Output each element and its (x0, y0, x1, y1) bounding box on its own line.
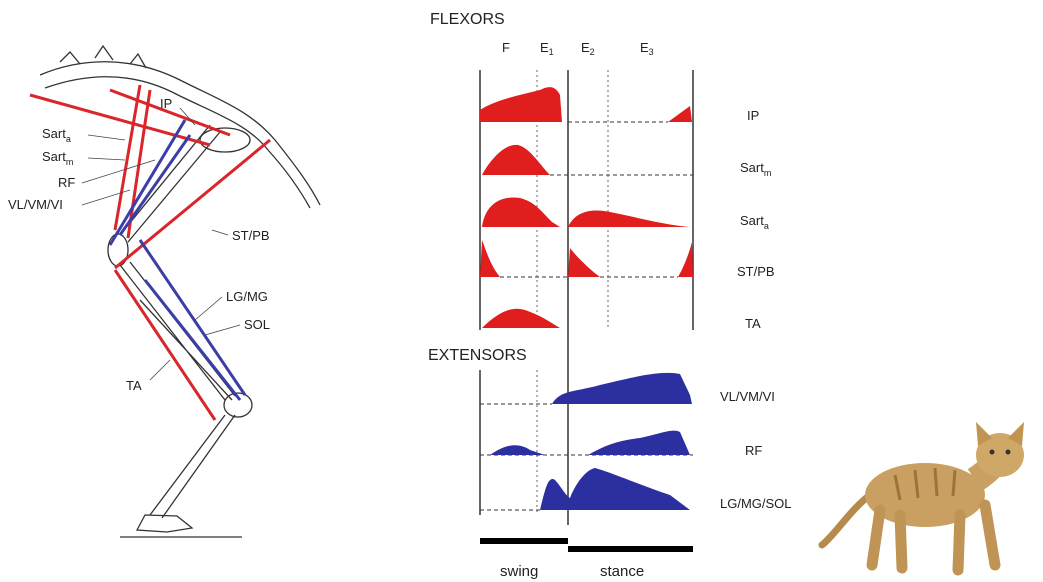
extensor-traces (490, 372, 692, 510)
stance-bar (568, 546, 693, 552)
phase-label: E1 (540, 40, 554, 57)
gait-bars: swing stance (480, 538, 693, 580)
skeleton-label: IP (160, 96, 172, 111)
emg-grid (479, 70, 694, 525)
skeleton-label: Sartm (42, 149, 73, 167)
muscle-label: IP (747, 108, 759, 123)
phase-labels: F E1 E2 E3 (502, 40, 654, 57)
skeleton-label: ST/PB (232, 228, 270, 243)
phase-label: E2 (581, 40, 595, 57)
muscle-lines (29, 84, 271, 421)
skeleton-labels: IP Sarta Sartm RF VL/VM/VI ST/PB LG/MG S… (8, 96, 270, 393)
cat-image (818, 422, 1024, 576)
skeleton-leaders (81, 107, 241, 381)
muscle-label: RF (745, 443, 762, 458)
skeleton-label: LG/MG (226, 289, 268, 304)
extensors-title: EXTENSORS (428, 347, 527, 364)
flexor-traces (480, 87, 693, 328)
muscle-label: VL/VM/VI (720, 389, 775, 404)
swing-bar (480, 538, 568, 544)
skeleton-label: VL/VM/VI (8, 197, 63, 212)
gait-label: stance (600, 563, 644, 580)
muscle-label: Sartm (740, 160, 771, 178)
muscle-label: LG/MG/SOL (720, 496, 792, 511)
skeleton-label: SOL (244, 317, 270, 332)
muscle-label: TA (745, 316, 761, 331)
muscle-label: ST/PB (737, 264, 775, 279)
skeleton-label: TA (126, 378, 142, 393)
skeleton-label: RF (58, 175, 75, 190)
phase-label: F (502, 40, 510, 55)
skeleton (39, 44, 321, 538)
muscle-label: Sarta (740, 213, 769, 231)
skeleton-label: Sarta (42, 126, 71, 144)
flexors-title: FLEXORS (430, 11, 505, 28)
phase-label: E3 (640, 40, 654, 57)
muscle-labels: IP Sartm Sarta ST/PB TA VL/VM/VI RF LG/M… (720, 108, 792, 511)
gait-label: swing (500, 563, 538, 580)
